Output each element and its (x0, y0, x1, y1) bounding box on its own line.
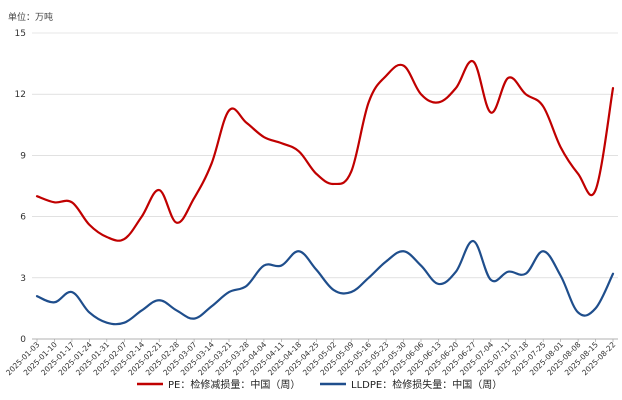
y-tick-label: 15 (15, 29, 26, 39)
series-lines (35, 60, 615, 326)
legend-label-lldpe: LLDPE：检修损失量：中国（周） (351, 378, 502, 391)
grid-lines (32, 32, 618, 340)
y-tick-label: 0 (20, 335, 26, 345)
y-tick-label: 12 (15, 90, 26, 100)
y-tick-label: 3 (20, 274, 26, 284)
unit-label: 单位：万吨 (8, 11, 53, 23)
pe-series-line (35, 60, 615, 242)
legend-label-pe: PE：检修减损量：中国（周） (168, 378, 300, 391)
legend: PE：检修减损量：中国（周） LLDPE：检修损失量：中国（周） (137, 378, 502, 391)
y-tick-label: 9 (20, 151, 26, 161)
y-axis-ticks: 0 3 6 9 12 15 (15, 29, 27, 345)
x-axis-ticks: 2025-01-032025-01-102025-01-172025-01-24… (4, 339, 618, 377)
y-tick-label: 6 (20, 213, 26, 223)
lldpe-series-line (35, 239, 615, 326)
